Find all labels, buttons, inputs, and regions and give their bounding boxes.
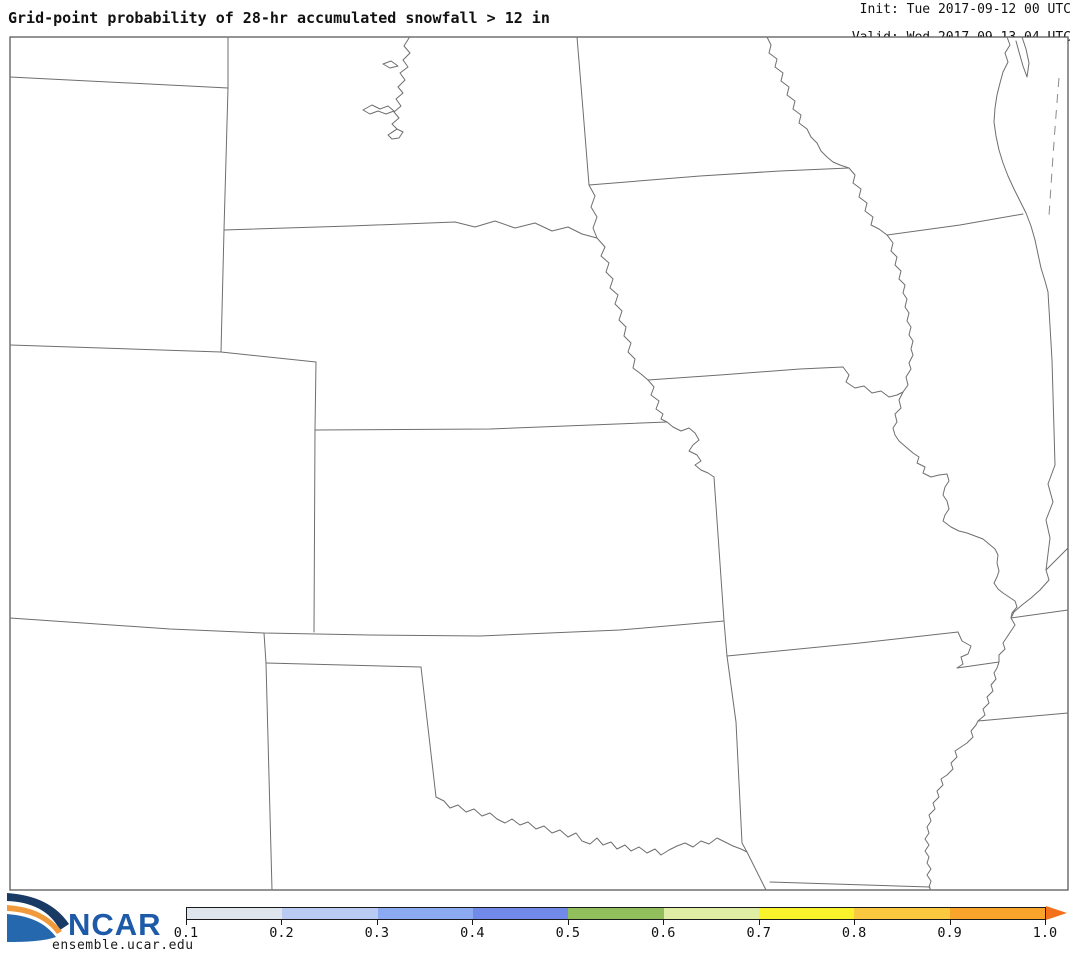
site-url: ensemble.ucar.edu xyxy=(52,938,194,953)
map-frame xyxy=(9,36,1069,891)
colorbar-tick xyxy=(567,920,569,925)
ncar-logo-text: NCAR xyxy=(68,907,162,942)
lake-michigan-bay xyxy=(1015,36,1030,78)
colorbar-label: 0.3 xyxy=(364,925,390,941)
colorbar-segment xyxy=(568,908,664,919)
state-borders xyxy=(9,36,1069,891)
colorbar-tick xyxy=(186,920,187,925)
missouri-river xyxy=(596,237,715,478)
border-tx-ar xyxy=(746,851,767,891)
border-tn-ms xyxy=(977,712,1069,722)
colorbar-tick xyxy=(758,920,760,925)
init-time: Init: Tue 2017-09-12 00 UTC xyxy=(859,2,1071,17)
wabash-ohio-river xyxy=(1010,464,1056,619)
colorbar-segment xyxy=(282,908,378,919)
lake-oahe-west-arm xyxy=(362,104,395,115)
border-sd-ne xyxy=(223,220,598,239)
colorbar-segment xyxy=(663,908,759,919)
lake-oahe-small-arm xyxy=(382,60,399,69)
colorbar-label: 0.5 xyxy=(555,925,580,941)
border-tx-panhandle xyxy=(420,666,437,798)
colorbar-segment xyxy=(854,908,950,919)
lakes xyxy=(362,36,1060,293)
ncar-logo: NCAR xyxy=(6,891,166,955)
lake-oahe xyxy=(390,37,411,134)
colorbar-tick xyxy=(376,920,378,925)
border-ok-tx xyxy=(265,662,422,668)
colorbar-segment xyxy=(758,908,855,919)
rivers xyxy=(435,36,1069,891)
colorbar-label: 1.0 xyxy=(1032,925,1058,941)
border-ok-mo xyxy=(723,620,728,657)
colorbar-label: 0.4 xyxy=(460,925,485,941)
colorbar-segment xyxy=(187,908,283,919)
lake-oahe-south-loop xyxy=(387,128,404,140)
page-title: Grid-point probability of 28-hr accumula… xyxy=(8,9,550,27)
border-ia-mo xyxy=(647,366,904,398)
border-sd-ia xyxy=(588,184,598,239)
border-mo-bootheel xyxy=(956,631,1000,669)
colorbar-segment xyxy=(949,908,1045,919)
border-wi-il xyxy=(886,213,1024,236)
border-mo-ar xyxy=(726,631,959,657)
mississippi-river xyxy=(766,36,1018,891)
border-37n xyxy=(9,617,725,637)
border-wy-east xyxy=(220,36,229,353)
colorbar-tick xyxy=(1045,920,1046,925)
ohio-river xyxy=(1045,547,1069,571)
colorbar-tick xyxy=(949,920,951,925)
border-ks-mo xyxy=(713,476,725,622)
colorbar-segment xyxy=(472,908,569,919)
border-ar-la xyxy=(769,881,931,888)
ncar-logo-navy-arc xyxy=(7,893,69,930)
border-il-in xyxy=(1047,291,1056,466)
border-sd-mn xyxy=(576,36,590,186)
border-ne-ks xyxy=(314,421,668,431)
colorbar-label: 0.8 xyxy=(841,925,867,941)
colorbar-tick xyxy=(663,920,665,925)
colorbar-label: 0.7 xyxy=(746,925,771,941)
border-ky-tn xyxy=(1010,609,1069,619)
lake-michigan-shore xyxy=(993,36,1049,293)
lake-michigan-state-line xyxy=(1048,77,1060,217)
border-ok-ar xyxy=(726,655,748,853)
border-wy-co xyxy=(9,344,222,353)
colorbar-tick xyxy=(472,920,474,925)
ncar-logo-blue-swoosh xyxy=(7,914,56,942)
border-mt-wy xyxy=(9,76,229,89)
colorbar-segment xyxy=(377,908,473,919)
colorbar-label: 0.6 xyxy=(651,925,676,941)
ncar-logo-orange-arc xyxy=(7,905,62,934)
colorbar-arrow xyxy=(1046,906,1067,920)
red-river xyxy=(435,796,748,856)
border-ne-co xyxy=(220,351,317,363)
colorbar-tick xyxy=(854,920,856,925)
colorbar-label: 0.2 xyxy=(269,925,294,941)
colorbar-label: 0.9 xyxy=(937,925,962,941)
border-ia-mn xyxy=(588,167,850,186)
colorbar-label: 0.1 xyxy=(173,925,199,941)
colorbar-tick xyxy=(281,920,283,925)
colorbar xyxy=(186,907,1046,920)
